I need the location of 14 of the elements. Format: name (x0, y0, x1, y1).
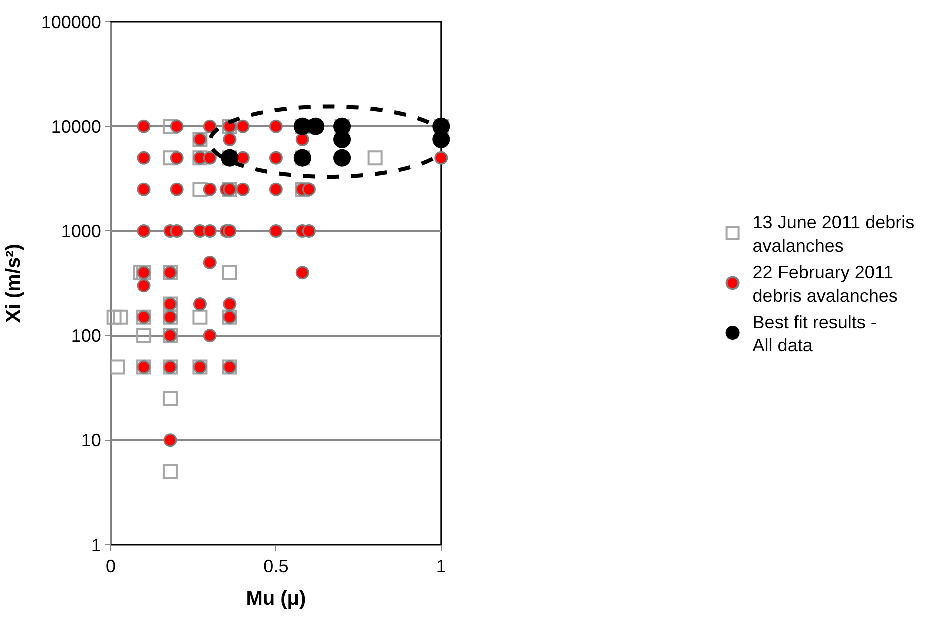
y-tick-label: 10000 (51, 116, 102, 137)
y-tick-label: 100 (71, 326, 102, 346)
legend-label: 22 February 2011 debris avalanches (752, 262, 898, 306)
y-tick-label: 1 (91, 535, 102, 556)
legend-label: Best fit results - All data (752, 312, 877, 356)
legend-label: 13 June 2011 debris avalanches (752, 212, 915, 256)
y-tick-label: 100000 (41, 12, 102, 32)
y-tick-label: 1000 (61, 222, 102, 242)
x-tick-label: 0.5 (264, 556, 289, 577)
y-axis-title: Xi (m/s²) (2, 244, 25, 323)
x-tick-label: 1 (436, 556, 446, 577)
x-tick-label: 0 (106, 556, 116, 577)
x-axis-title: Mu (μ) (246, 588, 306, 610)
y-tick-label: 10 (81, 430, 102, 451)
